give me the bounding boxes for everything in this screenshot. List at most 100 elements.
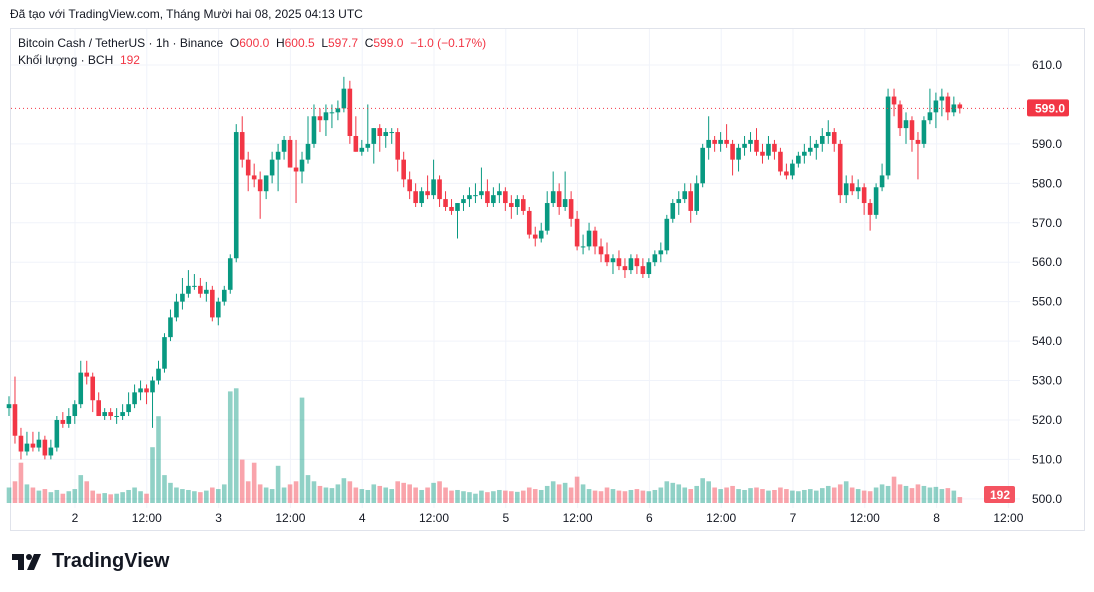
candle-body — [652, 254, 658, 263]
candle-body — [359, 147, 365, 152]
price-tick-label: 580.0 — [1032, 176, 1062, 190]
candle-body — [742, 143, 747, 148]
volume-bar — [461, 491, 466, 503]
candle-body — [843, 183, 849, 196]
candle-body — [180, 293, 185, 302]
volume-bar — [150, 447, 155, 503]
candle-body — [245, 159, 251, 176]
ohlc-legend: Bitcoin Cash / TetherUS · 1h · Binance O… — [18, 35, 486, 52]
credit-text: Đã tạo với TradingView.com, Tháng Mười h… — [10, 7, 363, 21]
volume-bar — [126, 489, 131, 503]
time-tick-label: 12:00 — [706, 511, 736, 525]
candle-body — [479, 191, 484, 196]
volume-bar — [670, 482, 676, 503]
volume-bar — [497, 489, 502, 503]
chart-legend: Bitcoin Cash / TetherUS · 1h · Binance O… — [18, 35, 486, 69]
low-label: L — [321, 36, 328, 50]
volume-bar — [120, 492, 125, 503]
volume-bar — [622, 491, 628, 503]
candle-body — [598, 246, 604, 255]
volume-bar — [628, 489, 634, 503]
volume-bar — [251, 462, 257, 503]
candle-body — [299, 159, 305, 172]
candle-body — [736, 147, 741, 160]
volume-bar — [574, 476, 580, 503]
candle-body — [933, 100, 939, 113]
volume-bar — [233, 388, 239, 503]
volume-bar — [473, 493, 478, 503]
candle-body — [945, 96, 951, 113]
candle-body — [48, 447, 54, 456]
volume-bar — [921, 485, 927, 503]
volume-bar — [646, 491, 652, 503]
candle-body — [556, 191, 562, 207]
volume-bar — [162, 475, 167, 503]
candle-body — [461, 199, 466, 204]
candle-body — [485, 191, 490, 204]
last-volume-badge — [984, 486, 1015, 503]
volume-bar — [311, 481, 317, 503]
candle-body — [903, 120, 909, 129]
volume-bar — [485, 492, 490, 503]
candle-body — [819, 135, 825, 144]
volume-bar — [808, 489, 813, 503]
candle-body — [706, 139, 711, 148]
candle-body — [192, 285, 197, 287]
volume-bar — [706, 481, 711, 503]
open-label: O — [229, 36, 240, 50]
candle-body — [186, 285, 191, 294]
candle-body — [443, 199, 448, 207]
volume-bar — [377, 485, 383, 503]
volume-bar — [664, 481, 670, 503]
volume-bar — [299, 397, 305, 503]
candle-body — [646, 262, 652, 275]
volume-bar — [580, 484, 586, 503]
symbol-title[interactable]: Bitcoin Cash / TetherUS · 1h · Binance — [18, 36, 224, 50]
candle-body — [610, 258, 616, 263]
high-label: H — [275, 36, 285, 50]
time-tick-label: 12:00 — [275, 511, 305, 525]
candle-body — [210, 289, 215, 318]
candle-body — [760, 151, 765, 156]
volume-bar — [108, 494, 113, 503]
volume-bar — [652, 489, 658, 503]
candle-body — [658, 250, 664, 255]
candle-body — [204, 289, 209, 294]
volume-bar — [407, 484, 412, 503]
volume-bar — [18, 462, 24, 503]
candle-body — [730, 143, 735, 160]
candle-body — [544, 203, 550, 231]
candle-body — [323, 112, 329, 121]
candle-body — [574, 218, 580, 247]
candle-body — [939, 96, 945, 101]
candle-body — [72, 404, 78, 417]
volume-bar — [96, 493, 101, 503]
volume-bar — [855, 489, 861, 503]
candle-body — [592, 230, 598, 247]
volume-bar — [138, 491, 143, 503]
volume-label[interactable]: Khối lượng · BCH — [18, 53, 114, 67]
volume-bar — [245, 481, 251, 503]
candle-body — [831, 132, 837, 144]
candle-body — [96, 400, 101, 417]
volume-bar — [144, 493, 149, 503]
time-tick-label: 2 — [72, 511, 79, 525]
candle-body — [287, 139, 293, 168]
candle-body — [239, 132, 245, 160]
volume-bar — [335, 484, 341, 503]
time-tick-label: 12:00 — [132, 511, 162, 525]
volume-bar — [766, 490, 771, 503]
volume-bar — [503, 490, 508, 503]
volume-bar — [437, 481, 442, 503]
candle-body — [251, 175, 257, 180]
candle-body — [467, 195, 472, 200]
volume-bar — [221, 484, 227, 503]
volume-bar — [694, 485, 699, 503]
candle-body — [855, 187, 861, 192]
candle-body — [778, 151, 783, 172]
candle-body — [712, 139, 717, 144]
volume-bar — [873, 487, 879, 503]
candle-body — [90, 376, 96, 401]
volume-bar — [90, 490, 96, 503]
